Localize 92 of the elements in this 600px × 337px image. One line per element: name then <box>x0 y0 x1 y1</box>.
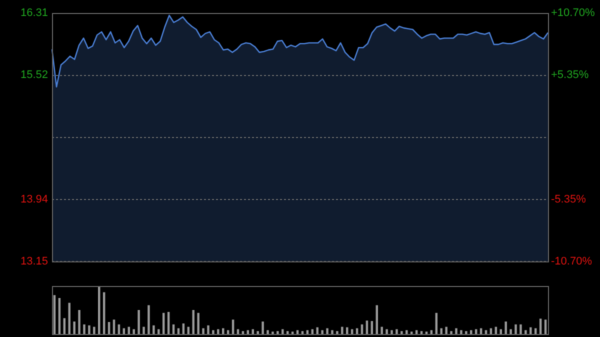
bar <box>470 330 472 334</box>
y-tick-label: 16.31 <box>20 7 48 20</box>
bar <box>112 320 116 334</box>
bar <box>177 328 180 334</box>
bar <box>73 322 76 334</box>
bar <box>152 325 155 334</box>
bar <box>376 305 378 334</box>
y2-tick-label: -10.70% <box>551 255 592 268</box>
bar <box>242 331 244 334</box>
bar <box>266 330 269 334</box>
bar <box>544 320 547 334</box>
bar <box>390 330 393 334</box>
bar <box>539 318 542 334</box>
bar <box>530 327 532 334</box>
bar <box>148 305 150 334</box>
bar <box>63 318 66 334</box>
bar <box>68 302 70 334</box>
bar <box>158 329 160 334</box>
bar <box>138 310 140 334</box>
bar <box>445 326 448 334</box>
y-tick-label: 13.15 <box>20 255 48 268</box>
bar <box>370 321 374 334</box>
bar <box>480 328 482 334</box>
bar <box>192 310 194 334</box>
bar <box>396 329 398 334</box>
bar <box>212 330 214 334</box>
bar <box>326 328 328 334</box>
bar <box>236 329 240 334</box>
bar <box>132 329 135 334</box>
bar <box>336 331 338 334</box>
y-tick-label: 15.52 <box>20 69 48 82</box>
bar <box>430 330 433 334</box>
bar <box>301 331 304 334</box>
bar <box>514 324 517 334</box>
bar <box>246 330 250 334</box>
bar <box>296 330 299 334</box>
bar <box>520 324 522 334</box>
bar <box>58 298 61 334</box>
bar <box>311 329 314 334</box>
bar <box>484 330 488 334</box>
bar <box>83 324 86 334</box>
bar <box>534 328 537 334</box>
bar <box>321 330 324 334</box>
bar <box>53 295 56 334</box>
bar <box>460 330 462 334</box>
bar <box>286 331 289 334</box>
bar <box>331 330 334 334</box>
bar <box>524 330 527 334</box>
bar <box>222 328 224 334</box>
y-tick-label: 13.94 <box>20 193 48 206</box>
bar <box>504 322 507 334</box>
bar <box>465 331 468 334</box>
bar <box>356 328 358 334</box>
bar <box>102 292 106 334</box>
bar <box>490 328 492 334</box>
bar <box>93 326 96 334</box>
y2-tick-label: -5.35% <box>551 193 586 206</box>
bar <box>500 329 502 334</box>
bar <box>510 329 512 334</box>
bar <box>420 331 423 334</box>
bar <box>142 326 145 334</box>
bar <box>276 331 279 334</box>
bar <box>316 327 318 334</box>
bar <box>217 329 220 334</box>
bar <box>406 330 408 334</box>
bar <box>474 329 478 334</box>
bar <box>88 325 90 334</box>
bar <box>440 328 442 334</box>
bar <box>380 326 383 334</box>
bar <box>455 328 458 334</box>
y2-tick-label: +10.70% <box>551 7 595 20</box>
bar <box>386 329 388 334</box>
bar <box>232 320 234 334</box>
bar <box>306 330 309 334</box>
bar <box>282 329 284 334</box>
bar <box>78 310 80 334</box>
bar <box>197 312 200 334</box>
bar <box>450 331 452 334</box>
bar <box>108 322 110 334</box>
bar <box>415 330 418 334</box>
bar <box>256 331 259 334</box>
bar <box>350 329 354 334</box>
bar <box>252 329 254 334</box>
bar <box>202 328 204 334</box>
bar <box>262 322 264 334</box>
bar <box>122 328 126 334</box>
bar <box>366 320 368 334</box>
bar <box>207 325 210 334</box>
bar <box>226 330 230 334</box>
y2-tick-label: +5.35% <box>551 69 589 82</box>
bar <box>400 331 403 334</box>
bar <box>341 326 344 334</box>
